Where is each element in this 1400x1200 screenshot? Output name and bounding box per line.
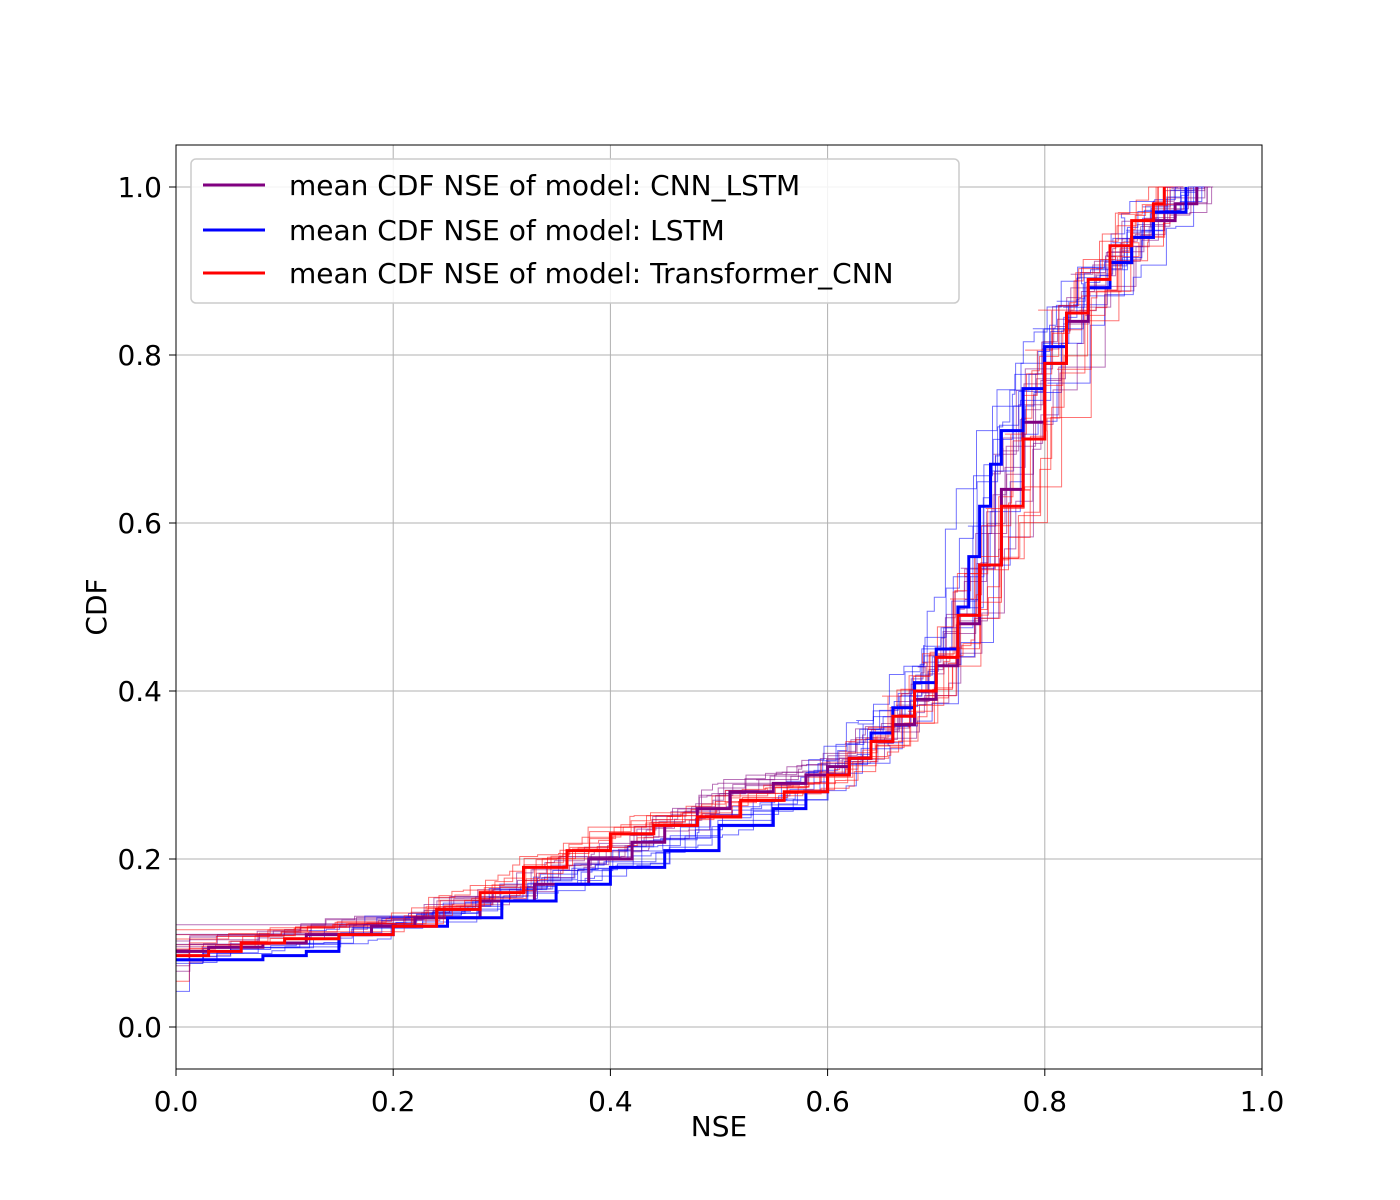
- run-line-series-1: [176, 187, 1194, 992]
- y-axis-label: CDF: [80, 578, 113, 635]
- x-tick-label: 0.0: [154, 1085, 199, 1118]
- mean-lines: [176, 187, 1199, 962]
- y-axis-ticks: 0.0 0.2 0.4 0.6 0.8 1.0: [117, 171, 176, 1044]
- legend-label-lstm: mean CDF NSE of model: LSTM: [289, 214, 725, 247]
- run-line-series-2: [176, 187, 1171, 950]
- legend-label-transformer-cnn: mean CDF NSE of model: Transformer_CNN: [289, 257, 894, 290]
- legend: mean CDF NSE of model: CNN_LSTM mean CDF…: [190, 158, 960, 304]
- x-axis-label: NSE: [691, 1110, 747, 1143]
- mean-line-series-2: [176, 187, 1166, 958]
- legend-box: [190, 158, 960, 304]
- y-tick-label: 0.6: [117, 507, 162, 540]
- run-line-series-1: [176, 186, 1178, 935]
- run-line-series-1: [176, 187, 1203, 960]
- y-tick-label: 0.4: [117, 675, 162, 708]
- x-tick-label: 1.0: [1240, 1085, 1285, 1118]
- y-tick-label: 1.0: [117, 171, 162, 204]
- y-tick-label: 0.2: [117, 843, 162, 876]
- y-tick-label: 0.8: [117, 339, 162, 372]
- x-tick-label: 0.8: [1023, 1085, 1068, 1118]
- x-tick-label: 0.6: [805, 1085, 850, 1118]
- x-tick-label: 0.2: [371, 1085, 416, 1118]
- run-line-series-1: [176, 187, 1199, 960]
- run-line-series-1: [176, 186, 1183, 962]
- x-axis-ticks: 0.0 0.2 0.4 0.6 0.8 1.0: [154, 1069, 1285, 1118]
- legend-label-cnn-lstm: mean CDF NSE of model: CNN_LSTM: [289, 169, 800, 202]
- y-tick-label: 0.0: [117, 1011, 162, 1044]
- x-tick-label: 0.4: [588, 1085, 633, 1118]
- plot-frame: [175, 144, 1263, 1070]
